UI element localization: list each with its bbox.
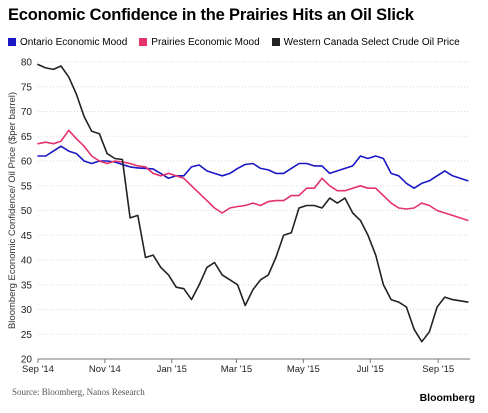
x-tick-label: May '15 <box>287 364 320 375</box>
y-tick-label: 40 <box>21 256 33 267</box>
x-tick-label: Jul '15 <box>357 364 384 375</box>
x-tick-label: Jan '15 <box>157 364 187 375</box>
chart-title: Economic Confidence in the Prairies Hits… <box>8 6 414 24</box>
legend-label-ontario: Ontario Economic Mood <box>20 36 128 48</box>
series-line-2 <box>37 63 469 343</box>
series-line-1 <box>37 129 469 222</box>
y-tick-label: 30 <box>21 305 33 316</box>
bloomberg-logo: Bloomberg <box>419 392 475 404</box>
source-note: Source: Bloomberg, Nanos Research <box>12 387 145 397</box>
y-tick-label: 25 <box>21 330 33 341</box>
y-tick-label: 60 <box>21 157 33 168</box>
y-tick-label: 80 <box>21 58 33 69</box>
legend-label-prairies: Prairies Economic Mood <box>151 36 260 48</box>
legend-item-ontario: Ontario Economic Mood <box>8 37 127 48</box>
y-tick-label: 45 <box>21 231 33 242</box>
y-tick-label: 70 <box>21 107 33 118</box>
y-tick-label: 55 <box>21 181 33 192</box>
legend-item-oil: Western Canada Select Crude Oil Price <box>271 36 460 48</box>
legend-swatch-prairies <box>139 38 148 46</box>
legend-label-oil: Western Canada Select Crude Oil Price <box>283 36 460 48</box>
x-tick-label: Mar '15 <box>221 364 252 375</box>
y-tick-label: 50 <box>21 206 33 217</box>
y-tick-label: 75 <box>21 82 33 93</box>
y-tick-label: 20 <box>21 355 33 366</box>
x-tick-label: Nov '14 <box>89 364 121 375</box>
x-tick-label: Sep '14 <box>22 364 54 375</box>
series-line-0 <box>37 145 469 189</box>
legend: Ontario Economic Mood Prairies Economic … <box>8 35 472 49</box>
y-tick-label: 35 <box>21 280 33 291</box>
legend-swatch-ontario <box>8 38 16 46</box>
y-axis-title: Bloomberg Economic Confidence/ Oil Price… <box>7 92 18 329</box>
legend-swatch-oil <box>271 38 280 46</box>
x-tick-label: Sep '15 <box>422 364 454 375</box>
y-tick-label: 65 <box>21 132 33 143</box>
legend-item-prairies: Prairies Economic Mood <box>139 36 260 48</box>
